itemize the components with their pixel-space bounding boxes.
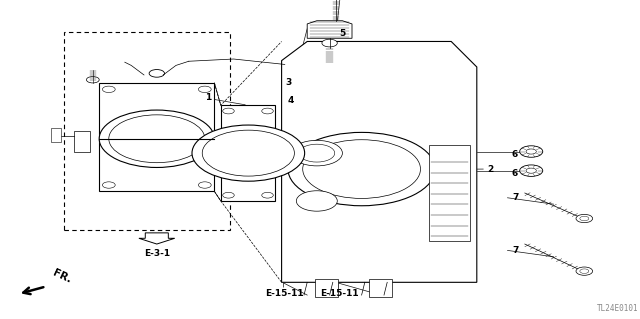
Circle shape [580, 216, 589, 221]
Text: 6: 6 [512, 150, 518, 159]
Text: 4: 4 [288, 96, 294, 105]
Circle shape [303, 140, 420, 198]
Circle shape [520, 165, 543, 176]
Circle shape [299, 144, 335, 162]
Circle shape [520, 146, 543, 157]
Circle shape [192, 125, 305, 181]
Bar [64, 32, 230, 230]
Bar [369, 279, 392, 297]
Bar [429, 145, 470, 241]
Polygon shape [139, 233, 175, 244]
Text: 5: 5 [339, 29, 346, 38]
Bar [74, 131, 90, 152]
Circle shape [223, 108, 234, 114]
Circle shape [526, 149, 536, 154]
Circle shape [198, 182, 211, 188]
Circle shape [296, 191, 337, 211]
Bar [221, 105, 275, 201]
Text: 7: 7 [512, 193, 518, 202]
Circle shape [262, 192, 273, 198]
Circle shape [322, 39, 337, 47]
Circle shape [202, 130, 294, 176]
Text: 2: 2 [488, 165, 494, 174]
Circle shape [526, 168, 536, 173]
Circle shape [223, 192, 234, 198]
Text: 7: 7 [512, 246, 518, 255]
Bar [315, 279, 338, 297]
Text: 6: 6 [512, 169, 518, 178]
Circle shape [99, 110, 214, 167]
Bar [51, 128, 61, 142]
Circle shape [291, 140, 342, 166]
Text: E-15-11: E-15-11 [320, 289, 358, 298]
Circle shape [86, 77, 99, 83]
Circle shape [288, 132, 435, 206]
Circle shape [576, 267, 593, 275]
Polygon shape [282, 41, 477, 282]
Text: 1: 1 [205, 93, 211, 102]
Circle shape [109, 115, 205, 163]
Polygon shape [307, 21, 352, 38]
Text: E-3-1: E-3-1 [144, 249, 170, 258]
Circle shape [149, 70, 164, 77]
Circle shape [102, 86, 115, 93]
Text: TL24E0101: TL24E0101 [597, 304, 639, 313]
Circle shape [102, 182, 115, 188]
Bar [99, 83, 214, 191]
Circle shape [580, 269, 589, 273]
Circle shape [198, 86, 211, 93]
Text: 3: 3 [285, 78, 291, 87]
Text: FR.: FR. [51, 268, 73, 285]
Circle shape [262, 108, 273, 114]
Text: E-15-11: E-15-11 [266, 289, 304, 298]
Circle shape [576, 214, 593, 223]
